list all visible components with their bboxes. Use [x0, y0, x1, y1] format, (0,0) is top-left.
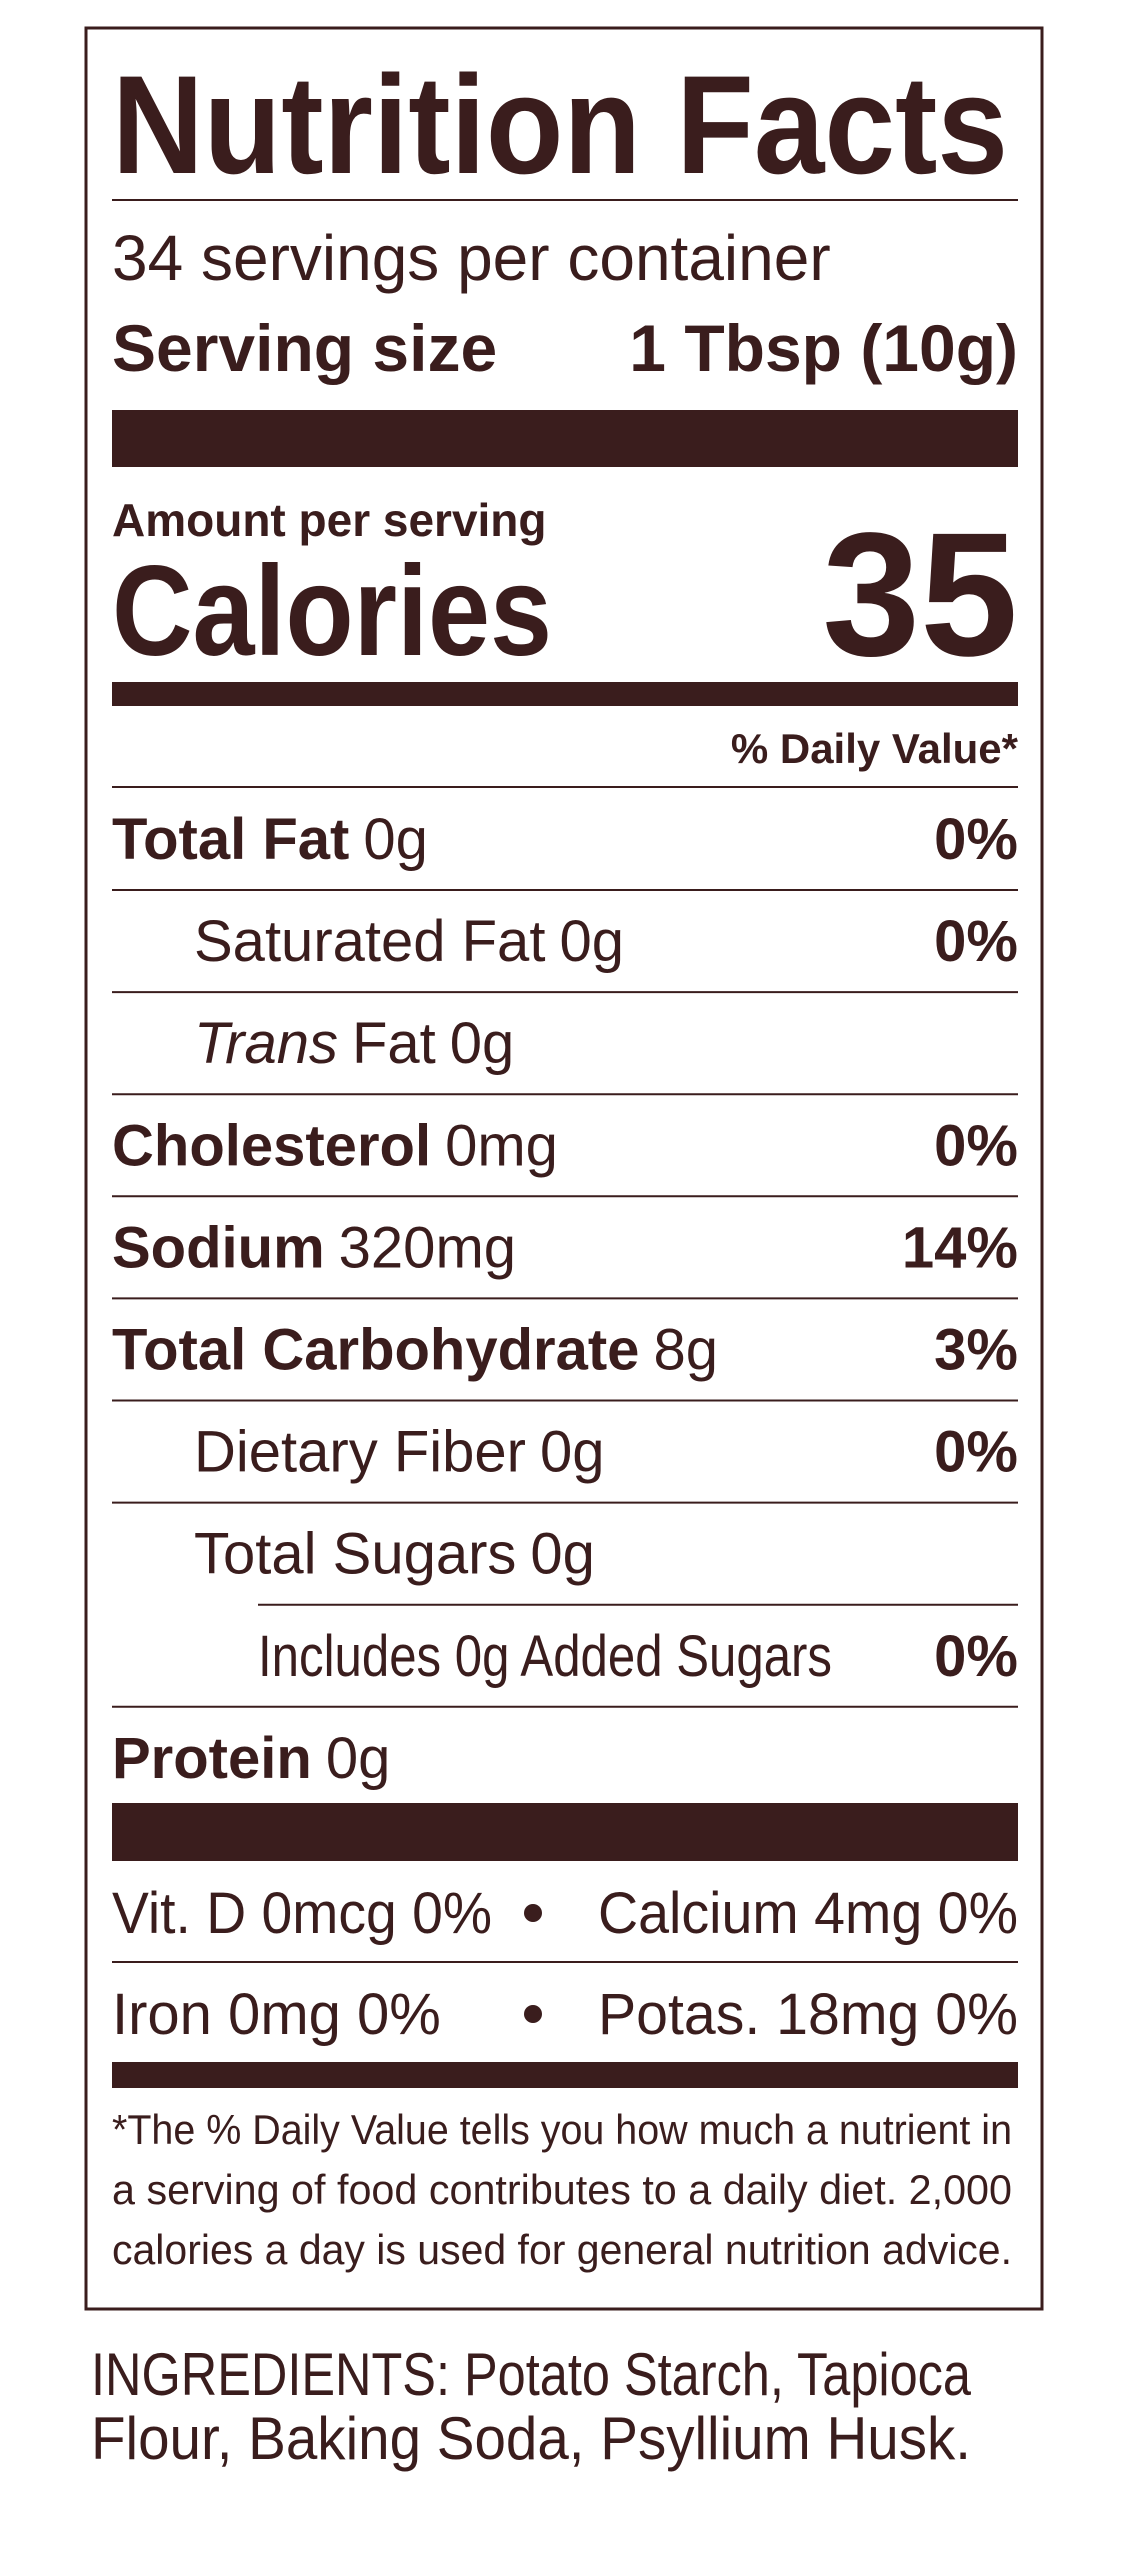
- nutrient-dv: 0%: [934, 807, 1018, 872]
- nutrient-amount: 0g: [559, 909, 624, 974]
- medium-bar: [112, 682, 1018, 706]
- medium-bar: [112, 2062, 1018, 2088]
- label-border: [84, 26, 1044, 2311]
- daily-value-header: % Daily Value*: [731, 725, 1019, 772]
- vitamin-mineral: Vit. D 0mcg 0%: [112, 1881, 492, 1946]
- title: Nutrition Facts: [112, 46, 1008, 203]
- nutrient-dv: 3%: [934, 1318, 1018, 1383]
- footnote-line: *The % Daily Value tells you how much a …: [112, 2106, 1012, 2153]
- nutrient-row: Sodium 320mg: [112, 1215, 516, 1280]
- nutrient-dv: 0%: [934, 1420, 1018, 1485]
- nutrient-row: Dietary Fiber 0g: [194, 1420, 605, 1485]
- nutrient-row: Total Carbohydrate 8g: [112, 1318, 718, 1383]
- bullet: [524, 1904, 542, 1922]
- nutrient-amount: 0g: [326, 1726, 391, 1791]
- serving-size-value: 1 Tbsp (10g): [629, 311, 1018, 385]
- serving-size-label: Serving size: [112, 311, 497, 385]
- nutrient-name-italic: Trans: [194, 1011, 338, 1076]
- calories-value: 35: [822, 497, 1018, 693]
- ingredients-line: INGREDIENTS: Potato Starch, Tapioca: [91, 2341, 972, 2408]
- nutrient-name: Saturated Fat: [194, 909, 545, 974]
- nutrient-name: Fat: [352, 1011, 436, 1076]
- nutrient-name: Total Fat: [112, 807, 349, 872]
- nutrient-name: Dietary Fiber: [194, 1420, 526, 1485]
- nutrient-dv: 14%: [902, 1215, 1018, 1280]
- nutrient-name: Cholesterol: [112, 1113, 431, 1178]
- nutrient-name: Total Carbohydrate: [112, 1318, 639, 1383]
- nutrient-row: Total Sugars 0g: [194, 1522, 595, 1587]
- nutrient-amount: 0g: [530, 1522, 595, 1587]
- nutrient-dv: 0%: [934, 909, 1018, 974]
- nutrient-amount: 320mg: [339, 1215, 516, 1280]
- vitamin-mineral: Iron 0mg 0%: [112, 1982, 441, 2047]
- nutrient-dv: 0%: [934, 1113, 1018, 1178]
- nutrient-name: Includes 0g Added Sugars: [258, 1624, 832, 1689]
- vitamin-mineral: Calcium 4mg 0%: [598, 1881, 1018, 1946]
- nutrient-dv: 0%: [934, 1624, 1018, 1689]
- amount-per-serving: Amount per serving: [112, 494, 547, 546]
- nutrient-name: Protein: [112, 1726, 312, 1791]
- ingredients-line: Flour, Baking Soda, Psyllium Husk.: [91, 2405, 971, 2472]
- nutrient-row: Includes 0g Added Sugars: [258, 1624, 832, 1689]
- nutrient-row: Total Fat 0g: [112, 807, 428, 872]
- nutrient-amount: 0g: [363, 807, 428, 872]
- nutrient-amount: 0g: [540, 1420, 605, 1485]
- footnote-line: calories a day is used for general nutri…: [112, 2226, 1012, 2273]
- nutrient-amount: 0g: [450, 1011, 515, 1076]
- thick-bar: [112, 1803, 1018, 1861]
- nutrient-amount: 8g: [653, 1318, 718, 1383]
- nutrient-row: Trans Fat 0g: [194, 1011, 514, 1076]
- nutrient-row: Saturated Fat 0g: [194, 909, 624, 974]
- nutrient-row: Protein 0g: [112, 1726, 390, 1791]
- nutrient-name: Sodium: [112, 1215, 325, 1280]
- nutrient-row: Cholesterol 0mg: [112, 1113, 558, 1178]
- nutrient-amount: 0mg: [445, 1113, 558, 1178]
- footnote-line: a serving of food contributes to a daily…: [112, 2166, 1012, 2213]
- vitamin-mineral: Potas. 18mg 0%: [598, 1982, 1018, 2047]
- thick-bar: [112, 410, 1018, 467]
- servings: 34 servings per container: [112, 222, 831, 294]
- calories-label: Calories: [112, 540, 552, 683]
- bullet: [524, 2005, 542, 2023]
- nutrient-name: Total Sugars: [194, 1522, 516, 1587]
